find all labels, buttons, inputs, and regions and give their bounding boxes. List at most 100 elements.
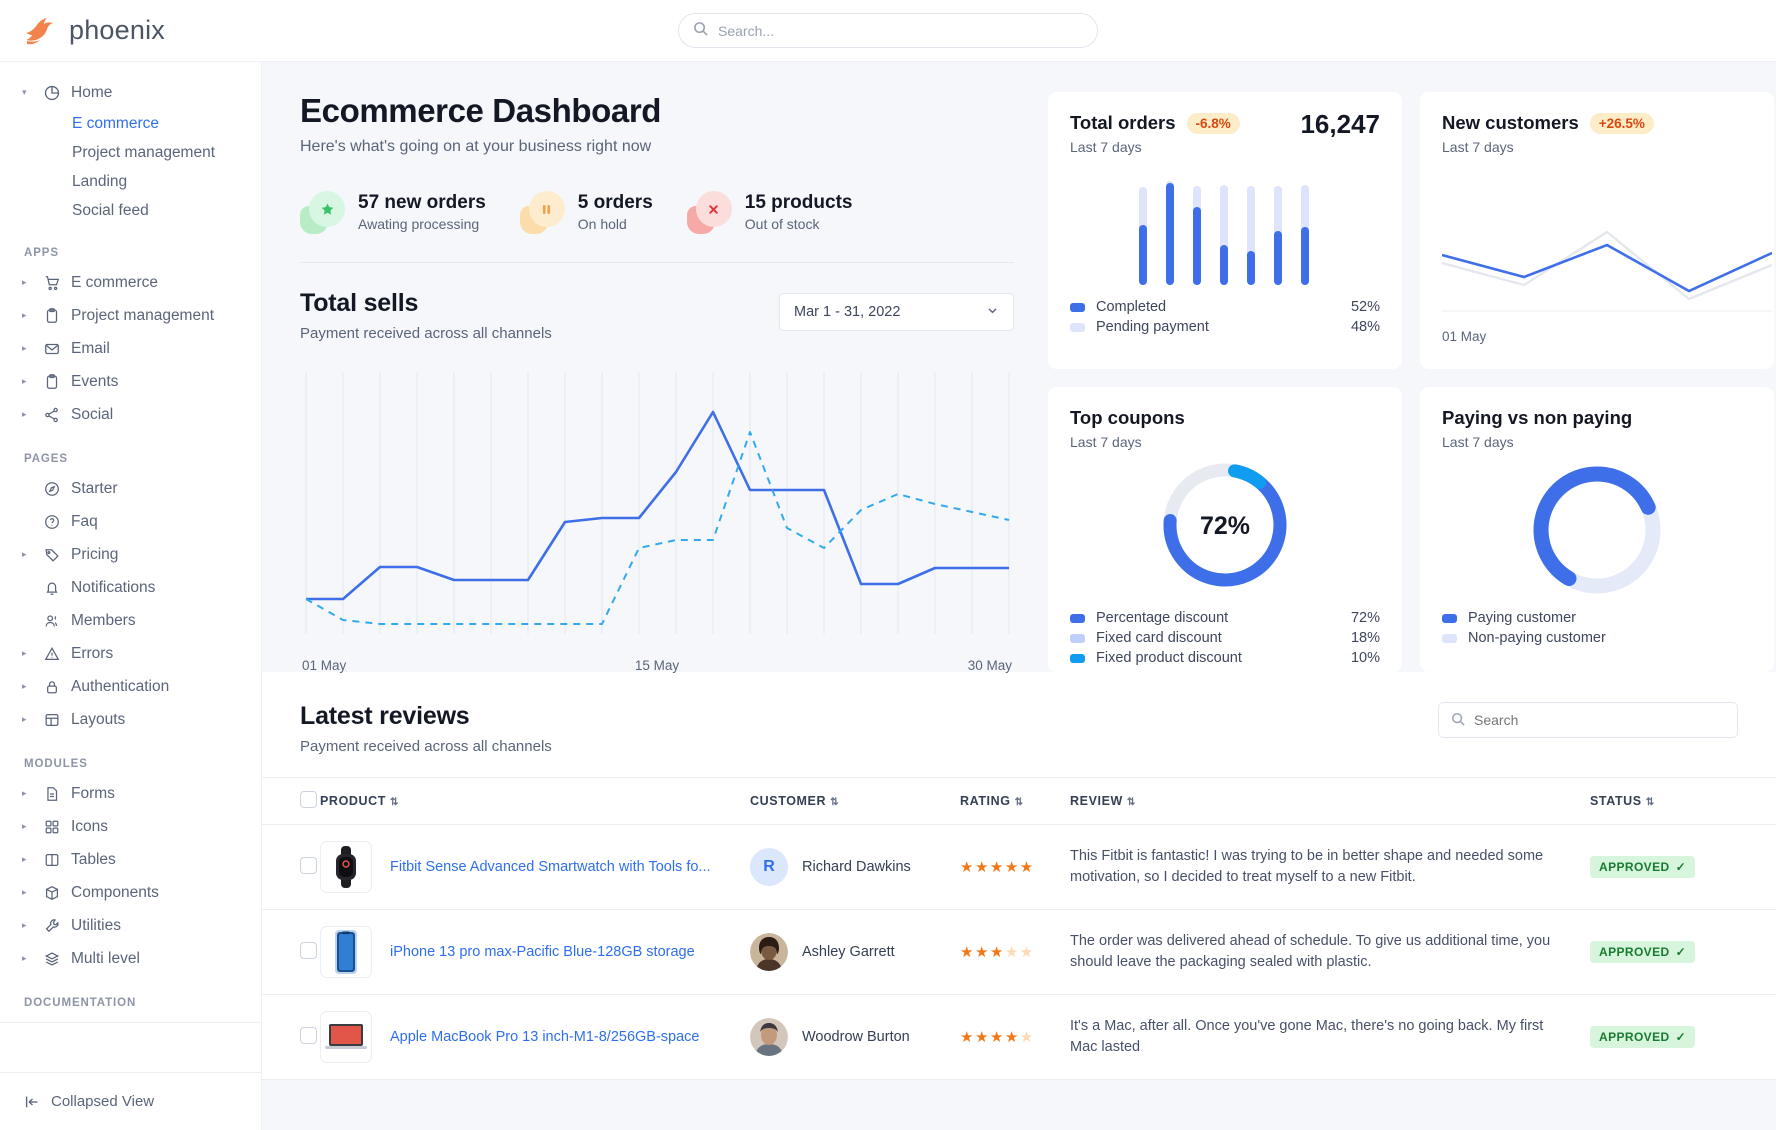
- sort-icon: ⇅: [1645, 797, 1655, 808]
- customer-name: Richard Dawkins: [802, 859, 911, 875]
- stat-value: 15 products: [744, 191, 853, 213]
- column-review[interactable]: REVIEW ⇅: [1070, 777, 1590, 825]
- sidebar-item-apps-project-management[interactable]: ▸ Project management: [0, 299, 261, 332]
- status-cell: APPROVED ✓: [1590, 994, 1776, 1080]
- sidebar-item-label: Social: [71, 405, 114, 423]
- chevron-right-icon: ▸: [22, 277, 27, 287]
- status-badge: APPROVED ✓: [1590, 941, 1696, 963]
- legend-swatch: [1442, 613, 1457, 623]
- customer-cell: Ashley Garrett: [750, 909, 960, 995]
- search-input[interactable]: [718, 22, 1083, 39]
- share-nodes-icon: [42, 405, 61, 424]
- sidebar-item-pricing[interactable]: ▸ Pricing: [0, 538, 261, 571]
- row-checkbox[interactable]: [300, 856, 317, 874]
- sidebar-item-starter[interactable]: Starter: [0, 472, 261, 505]
- card-period: Last 7 days: [1442, 434, 1514, 450]
- card-total-orders: Total orders -6.8% Last 7 days 16,247: [1048, 92, 1402, 369]
- sidebar-item-icons[interactable]: ▸ Icons: [0, 810, 261, 843]
- sidebar-item-label: Project management: [71, 306, 215, 324]
- sidebar-item-label: Authentication: [71, 677, 170, 695]
- sidebar-item-members[interactable]: Members: [0, 604, 261, 637]
- sidebar-item-social[interactable]: ▸ Social: [0, 398, 261, 431]
- row-checkbox[interactable]: [300, 1026, 317, 1044]
- status-cell: APPROVED ✓: [1590, 909, 1776, 995]
- sidebar-item-label: Faq: [71, 512, 98, 530]
- sidebar-item-tables[interactable]: ▸ Tables: [0, 843, 261, 876]
- brand-logo[interactable]: phoenix: [0, 15, 262, 46]
- total-sells-title: Total sells: [300, 289, 419, 317]
- sort-icon: ⇅: [1126, 797, 1136, 808]
- card-period: Last 7 days: [1070, 434, 1142, 450]
- sidebar-scroll[interactable]: ▾ Home E commerce Project management Lan…: [0, 62, 261, 1072]
- sidebar-item-multi-level[interactable]: ▸ Multi level: [0, 942, 261, 975]
- legend-value: 10%: [1350, 650, 1380, 666]
- legend-swatch: [1070, 302, 1085, 312]
- total-sells-chart: 01 May 15 May 30 May: [300, 362, 1014, 673]
- table-row[interactable]: Apple MacBook Pro 13 inch-M1-8/256GB-spa…: [262, 994, 1776, 1080]
- column-customer[interactable]: CUSTOMER ⇅: [750, 777, 960, 825]
- sidebar-item-faq[interactable]: Faq: [0, 505, 261, 538]
- sidebar-item-layouts[interactable]: ▸ Layouts: [0, 703, 261, 736]
- date-range-select[interactable]: Mar 1 - 31, 2022: [779, 293, 1014, 331]
- card-top-coupons: Top coupons Last 7 days 72%: [1048, 387, 1402, 672]
- sidebar-item-apps-ecommerce[interactable]: ▸ E commerce: [0, 266, 261, 299]
- reviews-search-input[interactable]: [1474, 712, 1725, 728]
- sidebar-item-events[interactable]: ▸ Events: [0, 365, 261, 398]
- reviews-search[interactable]: [1438, 702, 1738, 738]
- sidebar-item-forms[interactable]: ▸ Forms: [0, 777, 261, 810]
- main-content: Ecommerce Dashboard Here's what's going …: [262, 62, 1776, 1130]
- table-columns-icon: [42, 850, 61, 869]
- select-all-header[interactable]: [262, 777, 320, 825]
- sidebar-item-authentication[interactable]: ▸ Authentication: [0, 670, 261, 703]
- column-label: REVIEW: [1070, 794, 1123, 808]
- top-bar: phoenix: [0, 0, 1776, 62]
- row-select-cell[interactable]: [262, 909, 320, 995]
- sidebar-item-errors[interactable]: ▸ Errors: [0, 637, 261, 670]
- product-link[interactable]: Apple MacBook Pro 13 inch-M1-8/256GB-spa…: [390, 1029, 700, 1045]
- layers-icon: [42, 949, 61, 968]
- product-link[interactable]: Fitbit Sense Advanced Smartwatch with To…: [390, 859, 711, 875]
- legend-item: Paying customer: [1442, 608, 1752, 628]
- sidebar-item-components[interactable]: ▸ Components: [0, 876, 261, 909]
- sidebar: ▾ Home E commerce Project management Lan…: [0, 62, 262, 1130]
- column-product[interactable]: PRODUCT ⇅: [320, 777, 750, 825]
- product-link[interactable]: iPhone 13 pro max-Pacific Blue-128GB sto…: [390, 944, 695, 960]
- row-select-cell[interactable]: [262, 824, 320, 910]
- collapse-left-icon: [22, 1092, 41, 1111]
- sidebar-item-utilities[interactable]: ▸ Utilities: [0, 909, 261, 942]
- sidebar-item-home[interactable]: ▾ Home: [0, 76, 261, 109]
- sidebar-item-social-feed[interactable]: Social feed: [0, 196, 261, 225]
- stat-value: 5 orders: [577, 191, 653, 213]
- global-search[interactable]: [678, 13, 1098, 48]
- grid-icon: [42, 817, 61, 836]
- stat-desc: On hold: [577, 216, 627, 233]
- column-status[interactable]: STATUS ⇅: [1590, 777, 1776, 825]
- stat-desc: Out of stock: [744, 216, 820, 233]
- row-select-cell[interactable]: [262, 994, 320, 1080]
- stat-value: 57 new orders: [358, 191, 486, 213]
- card-period: Last 7 days: [1442, 139, 1514, 155]
- rating-cell: ★★★★★: [960, 909, 1070, 995]
- product-cell: Apple MacBook Pro 13 inch-M1-8/256GB-spa…: [320, 994, 750, 1080]
- sidebar-item-e-commerce[interactable]: E commerce: [0, 109, 261, 138]
- product-cell: iPhone 13 pro max-Pacific Blue-128GB sto…: [320, 909, 750, 995]
- sidebar-item-label: Pricing: [71, 545, 119, 563]
- sidebar-item-email[interactable]: ▸ Email: [0, 332, 261, 365]
- axis-label-mid: 15 May: [634, 658, 680, 673]
- sidebar-item-landing[interactable]: Landing: [0, 167, 261, 196]
- chevron-right-icon: ▸: [22, 920, 27, 930]
- total-sells-header: Total sells Payment received across all …: [300, 289, 1014, 342]
- sidebar-item-project-management[interactable]: Project management: [0, 138, 261, 167]
- collapsed-view-toggle[interactable]: Collapsed View: [0, 1072, 261, 1130]
- new-customers-axis-label: 01 May: [1442, 329, 1487, 344]
- wrench-icon: [42, 916, 61, 935]
- card-new-customers: New customers +26.5% Last 7 days: [1420, 92, 1774, 369]
- column-rating[interactable]: RATING ⇅: [960, 777, 1070, 825]
- sidebar-sub-label: E commerce: [72, 114, 159, 132]
- sidebar-item-notifications[interactable]: Notifications: [0, 571, 261, 604]
- table-row[interactable]: iPhone 13 pro max-Pacific Blue-128GB sto…: [262, 909, 1776, 995]
- stat-out-of-stock: 15 products Out of stock: [686, 190, 853, 234]
- row-checkbox[interactable]: [300, 941, 317, 959]
- select-all-checkbox[interactable]: [300, 791, 317, 808]
- table-row[interactable]: Fitbit Sense Advanced Smartwatch with To…: [262, 824, 1776, 910]
